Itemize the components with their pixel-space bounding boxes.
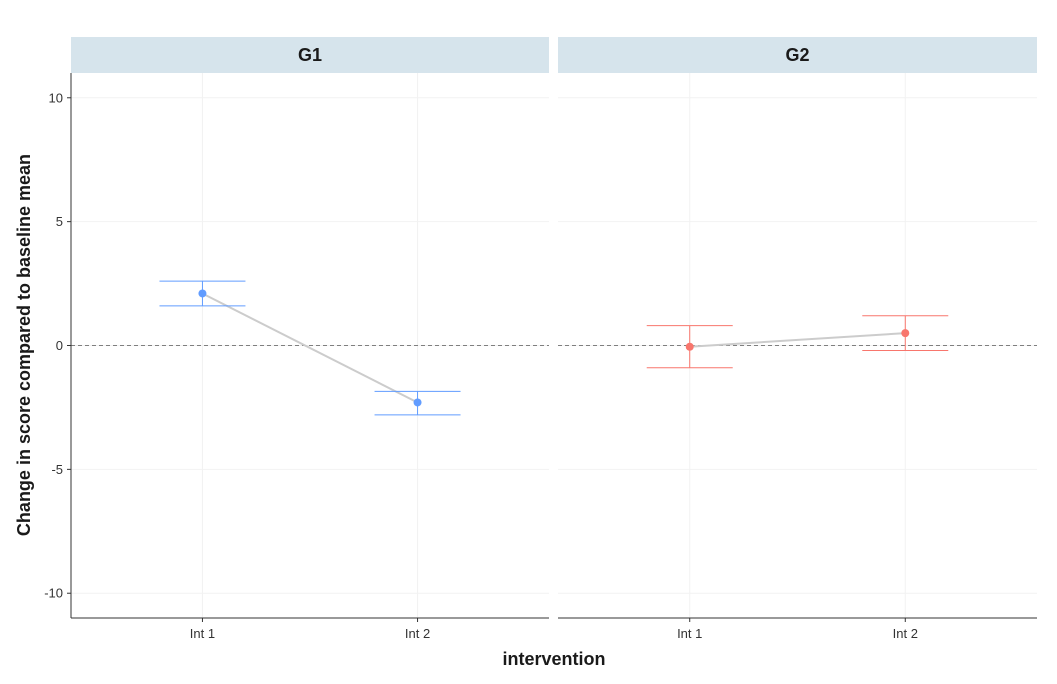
x-tick-label: Int 2	[893, 626, 918, 641]
facet-panel-g1: G1 Int 1 Int 2	[70, 37, 549, 641]
facet-strip	[71, 37, 549, 73]
x-tick-label: Int 1	[190, 626, 215, 641]
y-axis-title: Change in score compared to baseline mea…	[14, 154, 34, 536]
y-tick-label: -10	[44, 586, 63, 601]
data-point	[901, 329, 910, 338]
y-tick-label: 5	[56, 214, 63, 229]
x-tick-label: Int 2	[405, 626, 430, 641]
y-tick-label: 0	[56, 338, 63, 353]
y-tick-label: -5	[51, 462, 63, 477]
x-tick-label: Int 1	[677, 626, 702, 641]
data-point	[198, 289, 207, 298]
x-axis-title: intervention	[502, 649, 605, 669]
facet-strip	[558, 37, 1037, 73]
series-line	[201, 292, 419, 404]
facet-panel-g2: G2 Int 1 Int 2	[558, 37, 1037, 641]
facet-label: G2	[785, 45, 809, 65]
data-point	[685, 342, 694, 351]
y-tick-label: 10	[49, 90, 63, 105]
facet-label: G1	[298, 45, 322, 65]
series-line	[689, 332, 906, 348]
data-point	[413, 398, 422, 407]
